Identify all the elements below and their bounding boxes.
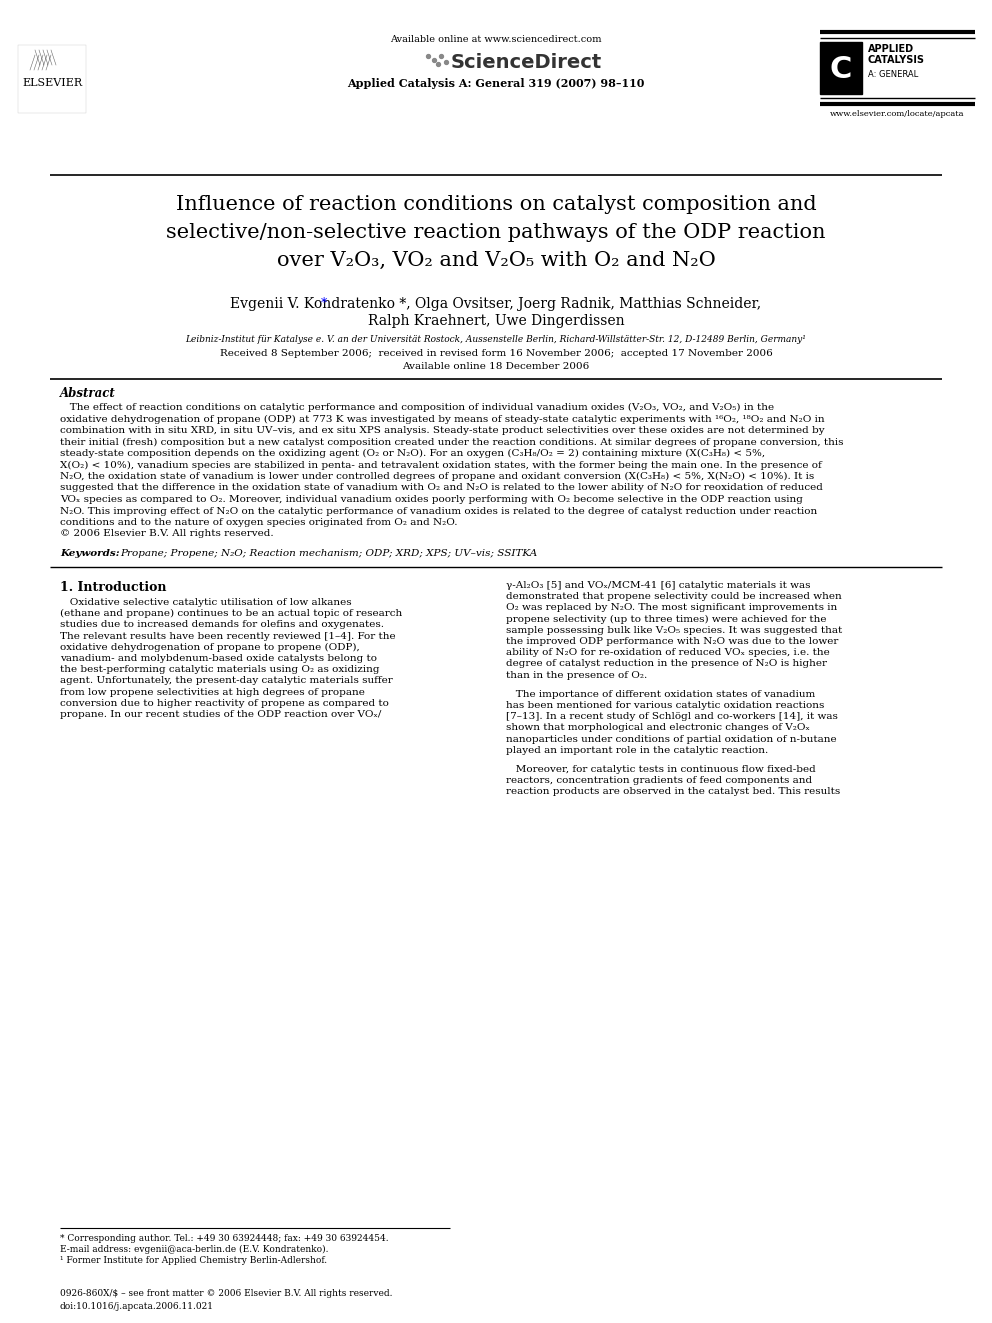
Text: Available online 18 December 2006: Available online 18 December 2006 <box>403 363 589 370</box>
Text: steady-state composition depends on the oxidizing agent (O₂ or N₂O). For an oxyg: steady-state composition depends on the … <box>60 448 765 458</box>
Text: played an important role in the catalytic reaction.: played an important role in the catalyti… <box>506 746 768 755</box>
Text: nanoparticles under conditions of partial oxidation of n-butane: nanoparticles under conditions of partia… <box>506 734 836 744</box>
Bar <box>18 45 86 112</box>
Text: doi:10.1016/j.apcata.2006.11.021: doi:10.1016/j.apcata.2006.11.021 <box>60 1302 214 1311</box>
Text: C: C <box>830 56 852 85</box>
Text: The relevant results have been recently reviewed [1–4]. For the: The relevant results have been recently … <box>60 631 396 640</box>
Text: ELSEVIER: ELSEVIER <box>22 78 82 89</box>
Text: oxidative dehydrogenation of propane (ODP) at 773 K was investigated by means of: oxidative dehydrogenation of propane (OD… <box>60 414 824 423</box>
Text: www.elsevier.com/locate/apcata: www.elsevier.com/locate/apcata <box>830 110 965 118</box>
Text: N₂O. This improving effect of N₂O on the catalytic performance of vanadium oxide: N₂O. This improving effect of N₂O on the… <box>60 507 817 516</box>
Text: X(O₂) < 10%), vanadium species are stabilized in penta- and tetravalent oxidatio: X(O₂) < 10%), vanadium species are stabi… <box>60 460 821 470</box>
Text: APPLIED: APPLIED <box>868 44 914 54</box>
Text: ScienceDirect: ScienceDirect <box>451 53 602 71</box>
Text: oxidative dehydrogenation of propane to propene (ODP),: oxidative dehydrogenation of propane to … <box>60 643 360 652</box>
Text: CATALYSIS: CATALYSIS <box>868 56 925 65</box>
Text: suggested that the difference in the oxidation state of vanadium with O₂ and N₂O: suggested that the difference in the oxi… <box>60 483 823 492</box>
Text: propene selectivity (up to three times) were achieved for the: propene selectivity (up to three times) … <box>506 615 826 623</box>
Point <box>427 49 442 70</box>
Text: N₂O, the oxidation state of vanadium is lower under controlled degrees of propan: N₂O, the oxidation state of vanadium is … <box>60 472 814 482</box>
Point <box>431 53 446 74</box>
Text: Available online at www.sciencedirect.com: Available online at www.sciencedirect.co… <box>390 34 602 44</box>
Text: * Corresponding author. Tel.: +49 30 63924448; fax: +49 30 63924454.: * Corresponding author. Tel.: +49 30 639… <box>60 1234 389 1244</box>
Text: has been mentioned for various catalytic oxidation reactions: has been mentioned for various catalytic… <box>506 701 824 710</box>
Text: [7–13]. In a recent study of Schlögl and co-workers [14], it was: [7–13]. In a recent study of Schlögl and… <box>506 712 838 721</box>
Text: Received 8 September 2006;  received in revised form 16 November 2006;  accepted: Received 8 September 2006; received in r… <box>219 349 773 359</box>
Text: than in the presence of O₂.: than in the presence of O₂. <box>506 671 647 680</box>
Text: 0926-860X/$ – see front matter © 2006 Elsevier B.V. All rights reserved.: 0926-860X/$ – see front matter © 2006 El… <box>60 1289 393 1298</box>
Text: Propane; Propene; N₂O; Reaction mechanism; ODP; XRD; XPS; UV–vis; SSITKA: Propane; Propene; N₂O; Reaction mechanis… <box>120 549 538 558</box>
Text: Influence of reaction conditions on catalyst composition and: Influence of reaction conditions on cata… <box>176 194 816 214</box>
Text: shown that morphological and electronic changes of V₂Oₓ: shown that morphological and electronic … <box>506 724 809 733</box>
Text: (ethane and propane) continues to be an actual topic of research: (ethane and propane) continues to be an … <box>60 609 402 618</box>
Text: *: * <box>321 296 327 310</box>
Text: their initial (fresh) composition but a new catalyst composition created under t: their initial (fresh) composition but a … <box>60 438 843 447</box>
Text: Leibniz-Institut für Katalyse e. V. an der Universität Rostock, Aussenstelle Ber: Leibniz-Institut für Katalyse e. V. an d… <box>186 335 806 344</box>
Text: conditions and to the nature of oxygen species originated from O₂ and N₂O.: conditions and to the nature of oxygen s… <box>60 519 457 527</box>
Text: Abstract: Abstract <box>60 388 116 400</box>
Text: combination with in situ XRD, in situ UV–vis, and ex situ XPS analysis. Steady-s: combination with in situ XRD, in situ UV… <box>60 426 824 435</box>
Text: degree of catalyst reduction in the presence of N₂O is higher: degree of catalyst reduction in the pres… <box>506 659 827 668</box>
Text: 1. Introduction: 1. Introduction <box>60 581 167 594</box>
Point <box>420 45 435 66</box>
Text: reaction products are observed in the catalyst bed. This results: reaction products are observed in the ca… <box>506 787 840 796</box>
Text: ability of N₂O for re-oxidation of reduced VOₓ species, i.e. the: ability of N₂O for re-oxidation of reduc… <box>506 648 829 658</box>
Text: Evgenii V. Kondratenko *, Olga Ovsitser, Joerg Radnik, Matthias Schneider,: Evgenii V. Kondratenko *, Olga Ovsitser,… <box>230 296 762 311</box>
Text: Moreover, for catalytic tests in continuous flow fixed-bed: Moreover, for catalytic tests in continu… <box>506 765 815 774</box>
Text: O₂ was replaced by N₂O. The most significant improvements in: O₂ was replaced by N₂O. The most signifi… <box>506 603 837 613</box>
Point <box>434 45 449 66</box>
Text: ¹ Former Institute for Applied Chemistry Berlin-Adlershof.: ¹ Former Institute for Applied Chemistry… <box>60 1256 327 1265</box>
Text: Keywords:: Keywords: <box>60 549 120 558</box>
Text: © 2006 Elsevier B.V. All rights reserved.: © 2006 Elsevier B.V. All rights reserved… <box>60 529 274 538</box>
Text: over V₂O₃, VO₂ and V₂O₅ with O₂ and N₂O: over V₂O₃, VO₂ and V₂O₅ with O₂ and N₂O <box>277 251 715 270</box>
Text: studies due to increased demands for olefins and oxygenates.: studies due to increased demands for ole… <box>60 620 384 630</box>
Text: demonstrated that propene selectivity could be increased when: demonstrated that propene selectivity co… <box>506 593 842 601</box>
Text: sample possessing bulk like V₂O₅ species. It was suggested that: sample possessing bulk like V₂O₅ species… <box>506 626 842 635</box>
Text: VOₓ species as compared to O₂. Moreover, individual vanadium oxides poorly perfo: VOₓ species as compared to O₂. Moreover,… <box>60 495 803 504</box>
Text: E-mail address: evgenii@aca-berlin.de (E.V. Kondratenko).: E-mail address: evgenii@aca-berlin.de (E… <box>60 1245 328 1254</box>
Text: the best-performing catalytic materials using O₂ as oxidizing: the best-performing catalytic materials … <box>60 665 380 675</box>
Text: selective/non-selective reaction pathways of the ODP reaction: selective/non-selective reaction pathway… <box>167 224 825 242</box>
Point <box>438 52 454 73</box>
Text: The importance of different oxidation states of vanadium: The importance of different oxidation st… <box>506 689 815 699</box>
Text: Ralph Kraehnert, Uwe Dingerdissen: Ralph Kraehnert, Uwe Dingerdissen <box>368 314 624 328</box>
Text: from low propene selectivities at high degrees of propane: from low propene selectivities at high d… <box>60 688 365 697</box>
Text: γ-Al₂O₃ [5] and VOₓ/MCM-41 [6] catalytic materials it was: γ-Al₂O₃ [5] and VOₓ/MCM-41 [6] catalytic… <box>506 581 810 590</box>
Text: vanadium- and molybdenum-based oxide catalysts belong to: vanadium- and molybdenum-based oxide cat… <box>60 654 377 663</box>
Text: propane. In our recent studies of the ODP reaction over VOₓ/: propane. In our recent studies of the OD… <box>60 710 381 718</box>
Text: A: GENERAL: A: GENERAL <box>868 70 919 79</box>
Text: The effect of reaction conditions on catalytic performance and composition of in: The effect of reaction conditions on cat… <box>60 404 774 413</box>
Text: reactors, concentration gradients of feed components and: reactors, concentration gradients of fee… <box>506 777 812 785</box>
Text: Applied Catalysis A: General 319 (2007) 98–110: Applied Catalysis A: General 319 (2007) … <box>347 78 645 89</box>
Text: the improved ODP performance with N₂O was due to the lower: the improved ODP performance with N₂O wa… <box>506 636 838 646</box>
Text: conversion due to higher reactivity of propene as compared to: conversion due to higher reactivity of p… <box>60 699 389 708</box>
Bar <box>820 42 862 94</box>
Text: Oxidative selective catalytic utilisation of low alkanes: Oxidative selective catalytic utilisatio… <box>60 598 351 607</box>
Text: agent. Unfortunately, the present-day catalytic materials suffer: agent. Unfortunately, the present-day ca… <box>60 676 393 685</box>
